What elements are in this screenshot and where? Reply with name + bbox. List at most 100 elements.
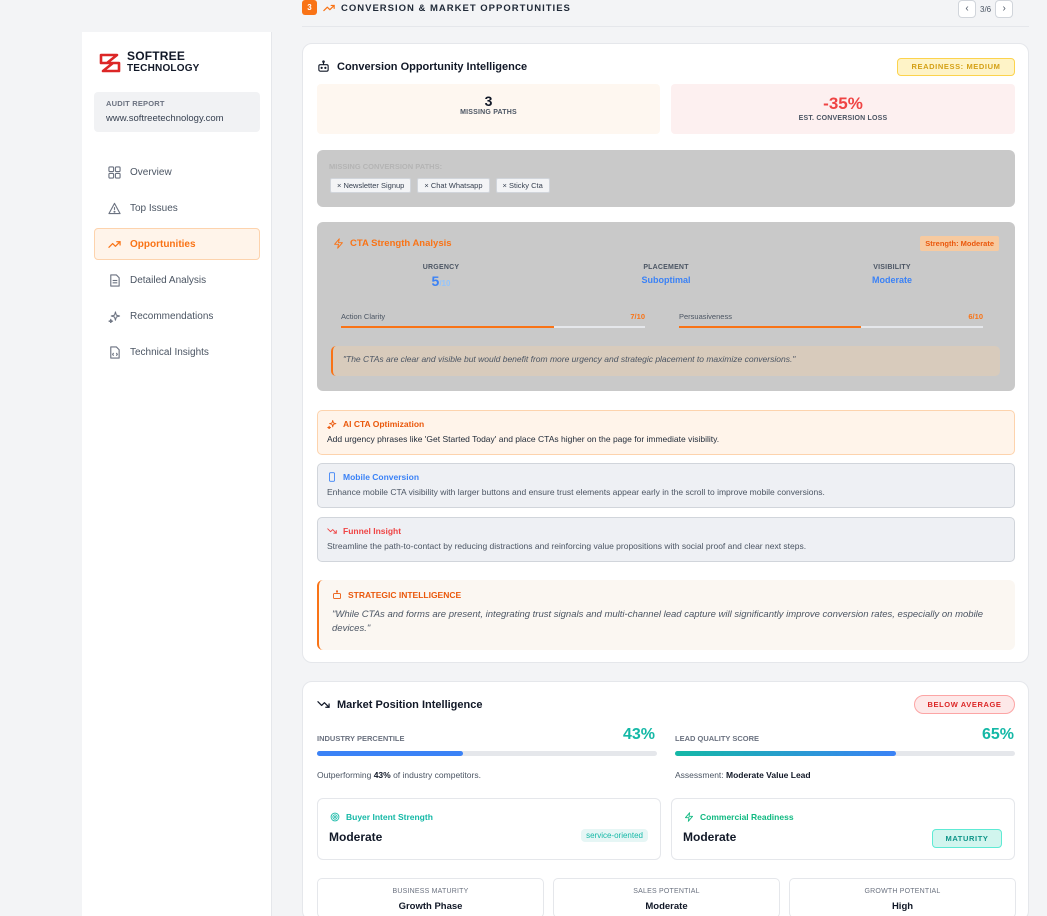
audit-report-box: AUDIT REPORT www.softreetechnology.com [94,92,260,132]
missing-paths-count: 3 [484,93,493,109]
missing-path-tag: × Chat Whatsapp [417,178,490,193]
sidebar-item-top-issues[interactable]: Top Issues [94,192,260,224]
logo-line1: SOFTREE [127,49,186,63]
lead-quality-value: 65% [981,726,1014,743]
sidebar: SOFTREE TECHNOLOGY AUDIT REPORT www.soft… [82,32,272,916]
sidebar-item-technical-insights[interactable]: Technical Insights [94,336,260,368]
sales-potential-value: Moderate [645,901,688,912]
grid-icon [108,165,121,179]
funnel-insight: Funnel Insight Streamline the path-to-co… [317,517,1015,562]
growth-potential-label: GROWTH POTENTIAL [864,888,941,895]
missing-paths-title: MISSING CONVERSION PATHS: [329,162,443,171]
sidebar-item-recommendations[interactable]: Recommendations [94,300,260,332]
audit-url: www.softreetechnology.com [106,113,224,124]
sidebar-item-opportunities[interactable]: Opportunities [94,228,260,260]
section-number-badge: 3 [302,0,317,15]
lead-note: Assessment: Moderate Value Lead [675,770,811,780]
conversion-loss-label: EST. CONVERSION LOSS [798,115,888,122]
market-position-card: Market Position Intelligence BELOW AVERA… [302,681,1029,916]
file-code-icon [110,345,120,359]
trend-up-icon [323,4,335,12]
robot-icon [318,60,329,72]
prev-page-button[interactable]: ‹ [958,0,976,18]
persuasiveness-bar: Persuasiveness 6/10 [671,306,991,332]
readiness-badge: READINESS: MEDIUM [897,58,1015,76]
below-average-badge: BELOW AVERAGE [914,695,1015,714]
next-page-button[interactable]: › [995,0,1014,18]
logo-line2: TECHNOLOGY [127,63,200,74]
lightning-icon [334,238,343,249]
missing-paths-stat: 3 MISSING PATHS [317,84,660,134]
logo[interactable]: SOFTREE TECHNOLOGY [99,50,200,75]
placement-label: PLACEMENT [643,264,689,271]
missing-path-tag: × Sticky Cta [495,178,550,193]
industry-percentile-label: INDUSTRY PERCENTILE [317,734,405,743]
business-maturity-value: Growth Phase [398,901,463,912]
sidebar-item-label: Technical Insights [130,346,209,358]
strategic-title: STRATEGIC INTELLIGENCE [332,590,1002,600]
mobile-text: Enhance mobile CTA visibility with large… [327,487,825,497]
commercial-readiness-title: Commercial Readiness [684,812,794,822]
industry-note: Outperforming 43% of industry competitor… [317,770,481,780]
mobile-conversion: Mobile Conversion Enhance mobile CTA vis… [317,463,1015,508]
missing-path-tag: × Newsletter Signup [330,178,412,193]
missing-conversion-paths: MISSING CONVERSION PATHS: × Newsletter S… [317,150,1015,207]
business-maturity-label: BUSINESS MATURITY [392,888,469,895]
sparkles-icon [108,310,121,323]
cta-quote: "The CTAs are clear and visible but woul… [331,346,1000,376]
action-clarity-fill [341,326,554,328]
placement-value: Suboptimal [641,275,691,285]
trend-up-icon [108,240,121,248]
card-title-text: Market Position Intelligence [337,698,483,711]
strength-badge: Strength: Moderate [920,236,999,251]
visibility-label: VISIBILITY [873,264,911,271]
divider [302,26,1029,27]
cta-title: CTA Strength Analysis [333,238,452,249]
document-icon [110,273,120,287]
buyer-intent-tag: service-oriented [581,829,648,842]
sparkles-icon [327,420,337,429]
conversion-loss-value: -35% [823,94,863,113]
persuasiveness-fill [679,326,862,328]
maturity-tag: MATURITY [932,829,1002,848]
strategic-intelligence: STRATEGIC INTELLIGENCE "While CTAs and f… [317,580,1015,650]
page-indicator: 3/6 [980,4,992,14]
section-title: CONVERSION & MARKET OPPORTUNITIES [341,3,571,14]
mobile-icon [329,472,335,482]
sidebar-nav: Overview Top Issues Opportunities Detail… [94,156,260,372]
robot-icon [333,590,341,599]
missing-paths-label: MISSING PATHS [460,109,517,116]
buyer-intent-card: Buyer Intent Strength Moderate service-o… [317,798,661,860]
industry-percentile-value: 43% [622,726,655,743]
urgency-metric: URGENCY 5/10 [381,264,501,289]
sidebar-item-overview[interactable]: Overview [94,156,260,188]
mobile-title: Mobile Conversion [327,472,1005,482]
action-clarity-value: 7/10 [630,312,645,321]
cta-strength-panel: CTA Strength Analysis Strength: Moderate… [317,222,1015,391]
card-title: Conversion Opportunity Intelligence [317,60,527,73]
sidebar-item-label: Top Issues [130,202,178,214]
sidebar-item-detailed-analysis[interactable]: Detailed Analysis [94,264,260,296]
commercial-readiness-card: Commercial Readiness Moderate MATURITY [671,798,1015,860]
visibility-value: Moderate [871,275,912,285]
ai-cta-optimization: AI CTA Optimization Add urgency phrases … [317,410,1015,455]
card-title-text: Conversion Opportunity Intelligence [337,60,528,73]
lead-quality-track [675,751,1015,756]
industry-percentile-track [317,751,657,756]
ai-text: Add urgency phrases like 'Get Started To… [327,434,720,444]
persuasiveness-label: Persuasiveness [679,312,732,321]
audit-label: AUDIT REPORT [106,99,165,108]
sidebar-item-label: Recommendations [130,310,214,322]
sidebar-item-label: Opportunities [130,238,196,250]
visibility-metric: VISIBILITY Moderate [832,264,952,285]
sales-potential: SALES POTENTIAL Moderate [553,878,780,916]
industry-percentile-fill [317,751,464,756]
sidebar-item-label: Overview [130,166,172,178]
logo-mark-icon [99,52,121,74]
growth-potential-value: High [891,901,914,912]
lightning-icon [685,812,693,822]
warning-icon [108,202,121,214]
strategic-text: "While CTAs and forms are present, integ… [332,609,984,634]
trend-down-icon [327,528,337,534]
ai-title: AI CTA Optimization [327,419,1005,429]
